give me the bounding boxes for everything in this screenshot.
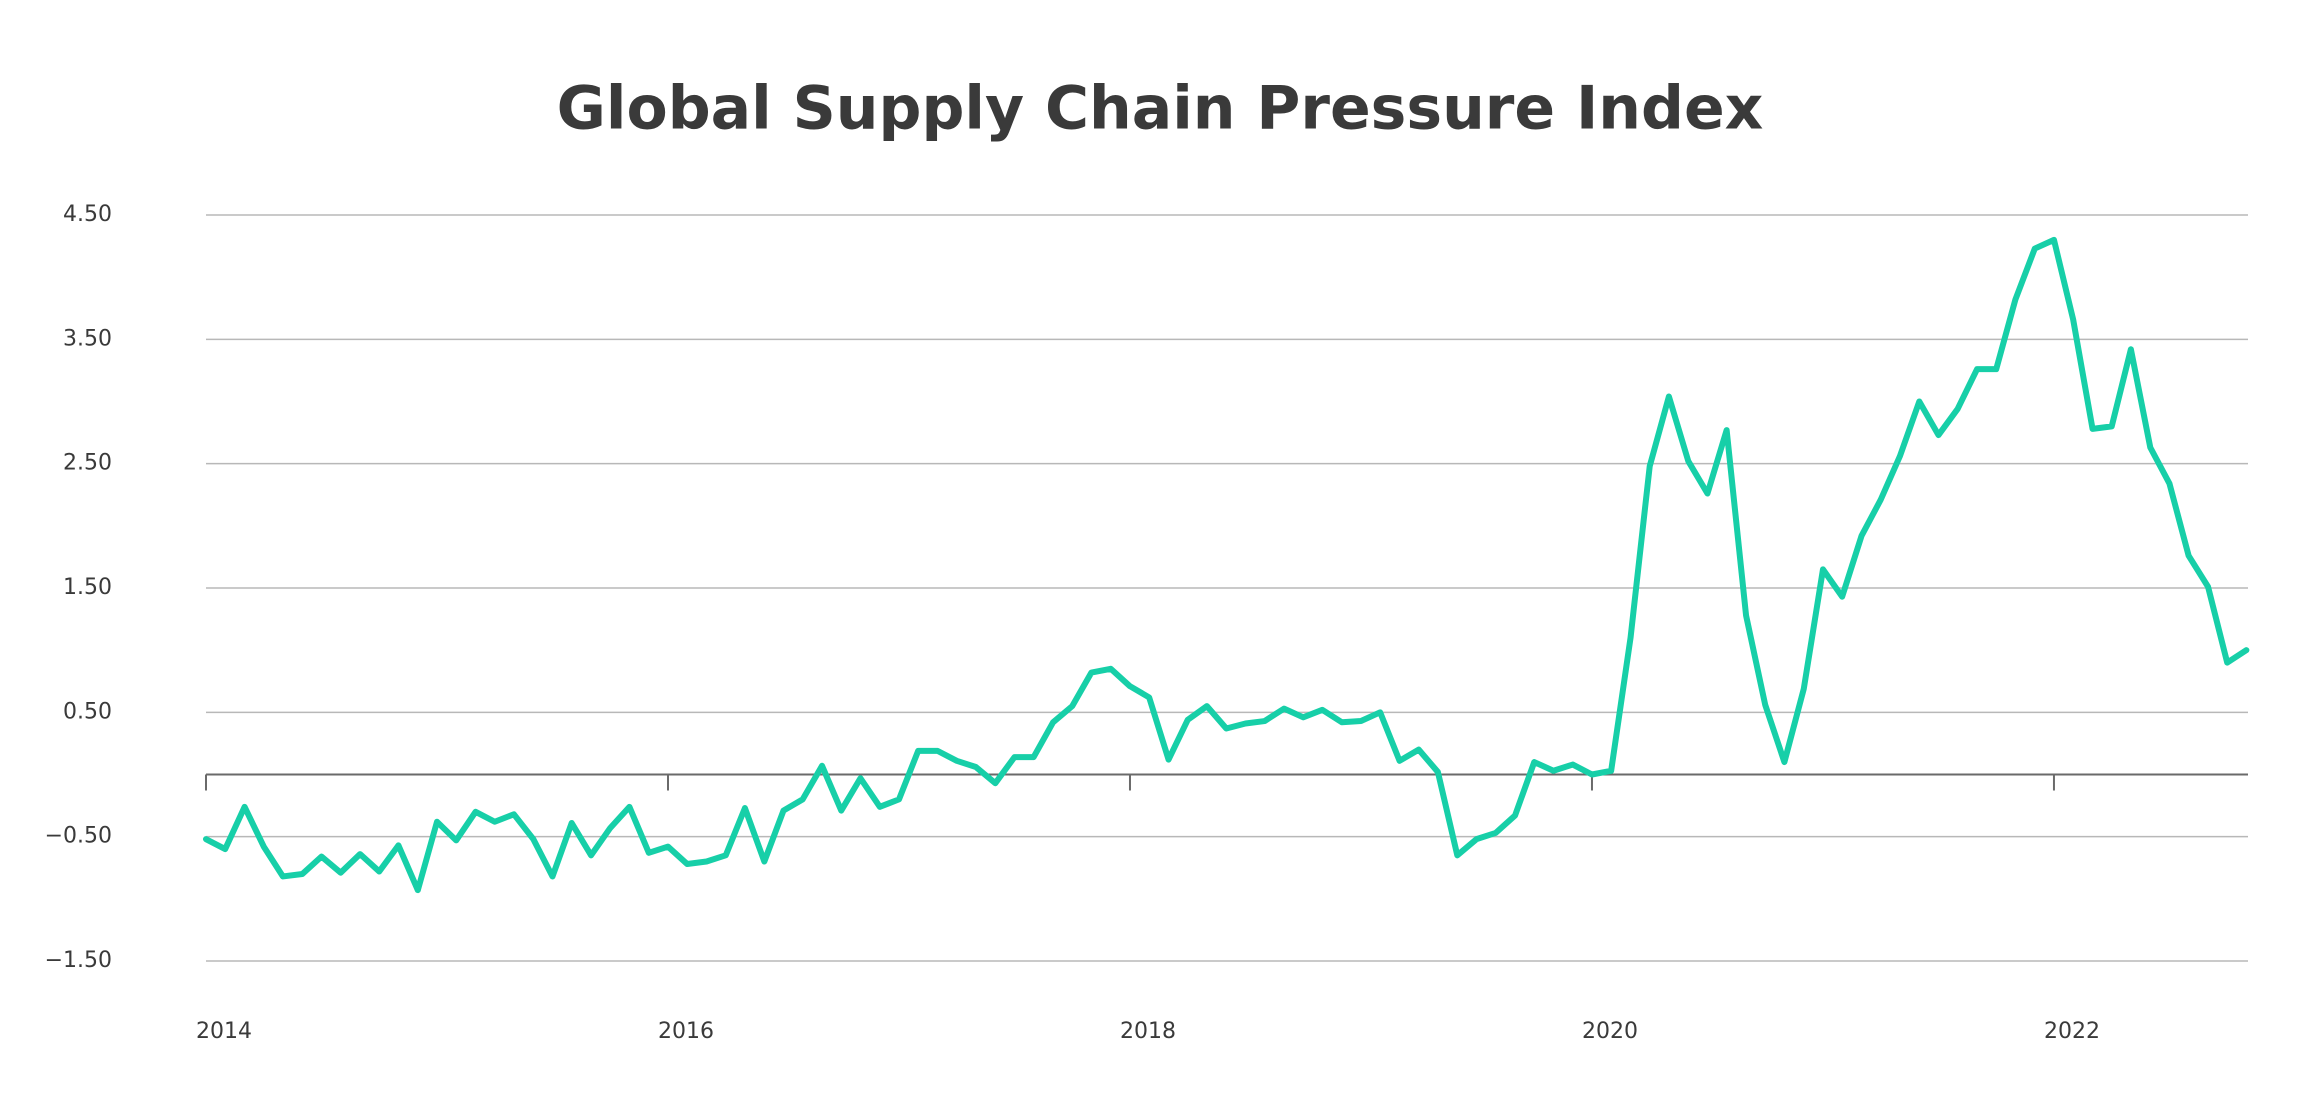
y-tick-label: −0.50 bbox=[45, 824, 112, 849]
y-tick-label: 1.50 bbox=[63, 575, 112, 600]
y-tick-label: 4.50 bbox=[63, 202, 112, 227]
x-tick-label: 2014 bbox=[196, 1019, 252, 1044]
y-tick-label: 2.50 bbox=[63, 451, 112, 476]
x-tick-label: 2018 bbox=[1120, 1019, 1176, 1044]
y-tick-label: −1.50 bbox=[45, 948, 112, 973]
x-tick-label: 2016 bbox=[658, 1019, 714, 1044]
y-tick-label: 3.50 bbox=[63, 326, 112, 351]
data-line bbox=[203, 236, 2250, 894]
x-tick-label: 2020 bbox=[1582, 1019, 1638, 1044]
x-tick-label: 2022 bbox=[2044, 1019, 2100, 1044]
chart-title: Global Supply Chain Pressure Index bbox=[557, 74, 1764, 144]
y-tick-label: 0.50 bbox=[63, 699, 112, 724]
